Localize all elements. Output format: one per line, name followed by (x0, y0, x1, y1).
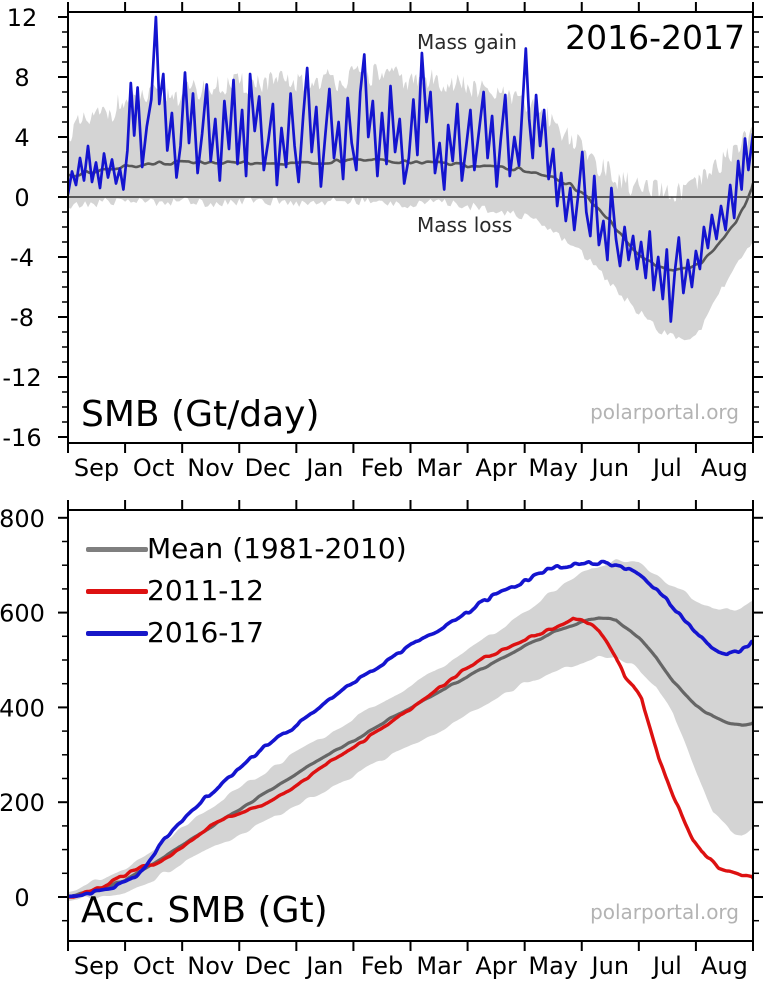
x-tick-label: Mar (416, 952, 461, 980)
y-tick-label: 0 (14, 884, 29, 912)
x-tick-label: Nov (187, 454, 234, 482)
legend-item-2016-17: 2016-17 (86, 612, 407, 654)
x-tick-label: Aug (701, 952, 748, 980)
legend-item-2011-12: 2011-12 (86, 570, 407, 612)
series-line-2016-17 (69, 15, 752, 323)
y-tick-label: 200 (0, 789, 45, 817)
y-tick-label: 400 (0, 694, 45, 722)
x-tick-label: May (528, 952, 578, 980)
legend-item-mean: Mean (1981-2010) (86, 528, 407, 570)
watermark-top: polarportal.org (590, 400, 739, 424)
y-tick-label: -12 (2, 364, 41, 392)
series-line-2011-12 (69, 616, 752, 899)
plot-area-bottom (69, 559, 752, 901)
mean-range-band (69, 559, 752, 901)
watermark-bottom: polarportal.org (590, 900, 739, 924)
x-tick-label: Dec (245, 952, 291, 980)
x-tick-label: Jun (590, 454, 630, 482)
y-tick-label: 4 (14, 124, 29, 152)
x-tick-label: Feb (361, 952, 404, 980)
x-tick-label: Jul (651, 952, 682, 980)
x-tick-label: Apr (475, 454, 517, 482)
x-tick-label: Jun (590, 952, 630, 980)
x-tick-label: Oct (133, 454, 175, 482)
y-tick-label: 600 (0, 600, 45, 628)
mean-range-band (69, 63, 752, 341)
x-tick-label: Mar (416, 454, 461, 482)
legend: Mean (1981-2010) 2011-12 2016-17 (86, 528, 407, 654)
x-tick-label: Jan (304, 952, 343, 980)
plot-area-top (69, 15, 752, 341)
x-tick-label: Jul (651, 454, 682, 482)
mass-loss-annotation: Mass loss (417, 213, 513, 237)
y-tick-label: -4 (10, 244, 34, 272)
y-tick-label: 12 (7, 4, 38, 32)
y-tick-label: -16 (2, 424, 41, 452)
panel-bottom: Sep Oct Nov Dec Jan Feb Mar Apr May Jun Jul Aug 0 200… (0, 500, 763, 980)
legend-line-2011-12 (86, 588, 148, 594)
x-tick-label: Apr (475, 952, 517, 980)
y-tick-label: 800 (0, 505, 45, 533)
legend-line-2016-17 (86, 630, 148, 636)
x-tick-label: Dec (245, 454, 291, 482)
legend-label-2011-12: 2011-12 (147, 574, 264, 607)
x-tick-label: Oct (133, 952, 175, 980)
y-tick-label: 8 (14, 64, 29, 92)
x-tick-label: Feb (361, 454, 404, 482)
mass-gain-annotation: Mass gain (417, 30, 517, 54)
legend-line-mean (86, 546, 148, 552)
top-panel-ylabel: SMB (Gt/day) (81, 394, 320, 435)
panel-top: Sep Oct Nov Dec Jan Feb Mar Apr May Jun Jul Aug -16 -… (2, 2, 763, 482)
x-tick-label: Nov (187, 952, 234, 980)
legend-label-mean: Mean (1981-2010) (147, 532, 407, 565)
y-tick-label: 0 (14, 184, 29, 212)
series-line-2016-17 (69, 559, 752, 899)
season-title: 2016-2017 (565, 18, 745, 57)
bottom-panel-ylabel: Acc. SMB (Gt) (81, 890, 328, 931)
x-tick-label: Sep (74, 454, 119, 482)
x-tick-label: Aug (701, 454, 748, 482)
x-tick-label: Sep (74, 952, 119, 980)
x-tick-label: Jan (304, 454, 343, 482)
legend-label-2016-17: 2016-17 (147, 616, 264, 649)
x-tick-label: May (528, 454, 578, 482)
y-tick-label: -8 (10, 304, 34, 332)
